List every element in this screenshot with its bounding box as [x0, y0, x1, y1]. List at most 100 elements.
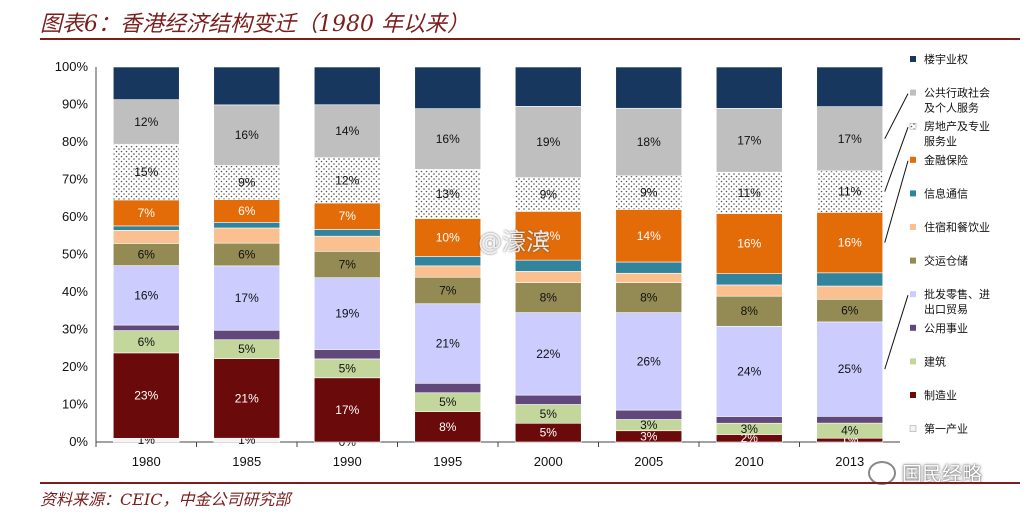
data-label: 8% — [640, 291, 658, 305]
bar-segment — [715, 416, 783, 424]
y-tick-label: 10% — [62, 397, 88, 412]
legend-swatch — [910, 324, 916, 331]
legend-swatch — [910, 156, 916, 163]
bar-segment — [213, 358, 281, 439]
bar-segment — [112, 324, 180, 331]
data-label: 21% — [436, 337, 460, 351]
bar-segment — [414, 303, 482, 384]
data-label: 6% — [138, 335, 156, 349]
bar-segment — [514, 106, 582, 178]
data-label: 9% — [640, 186, 658, 200]
data-label: 3% — [640, 418, 658, 432]
data-label: 16% — [737, 237, 761, 251]
legend-label: 金融保险 — [924, 153, 968, 167]
y-tick-label: 80% — [62, 134, 88, 149]
data-label: 11% — [738, 186, 761, 200]
bar-segment — [514, 211, 582, 261]
bar-segment — [615, 107, 683, 177]
bar-segment — [213, 227, 281, 244]
data-label: 9% — [540, 188, 558, 202]
bar-segment — [213, 104, 281, 166]
legend-swatch — [909, 425, 917, 432]
bar-segment — [715, 273, 783, 286]
source-divider — [40, 482, 1020, 484]
data-label: 19% — [536, 135, 560, 149]
data-label: 10% — [436, 230, 460, 244]
bar-segment — [816, 285, 884, 300]
x-tick-label: 1990 — [333, 454, 362, 469]
legend-label: 住宿和餐饮业 — [924, 220, 990, 234]
bar-segment — [615, 261, 683, 274]
bar-segment — [313, 202, 381, 230]
bar-segment — [816, 272, 884, 287]
legend-connector-line — [884, 295, 909, 370]
bar-segment — [213, 66, 281, 106]
legend-label: 房地产及专业 — [924, 119, 990, 133]
data-label: 21% — [235, 391, 259, 405]
legend-label: 建筑 — [924, 354, 946, 368]
legend-label: 及个人服务 — [924, 102, 979, 115]
data-label: 17% — [335, 403, 359, 417]
data-label: 7% — [339, 209, 357, 223]
data-label: 8% — [540, 291, 558, 305]
data-label: 19% — [335, 307, 359, 321]
bar-segment — [414, 256, 482, 267]
data-label: 17% — [235, 291, 259, 305]
data-label: 9% — [238, 176, 256, 190]
bar-segment — [514, 394, 582, 405]
data-label: 16% — [838, 236, 862, 250]
data-label: 5% — [540, 426, 558, 440]
data-label: 16% — [134, 288, 158, 302]
bar-segment — [514, 177, 582, 212]
data-label: 24% — [737, 364, 761, 378]
data-label: 5% — [439, 395, 457, 409]
data-label: 8% — [741, 304, 759, 318]
bar-segment — [313, 229, 381, 237]
bar-segment — [615, 272, 683, 283]
bar-segment — [414, 265, 482, 278]
y-tick-label: 90% — [62, 97, 88, 112]
data-label: 6% — [238, 248, 256, 262]
bar-segment — [112, 225, 180, 231]
wechat-icon — [868, 460, 896, 485]
legend-connector-line — [884, 127, 909, 192]
data-label: 16% — [235, 128, 259, 142]
data-label: 5% — [339, 361, 357, 375]
data-label: 16% — [436, 132, 460, 146]
data-label: 18% — [637, 135, 661, 149]
data-label: 22% — [536, 347, 560, 361]
data-label: 13% — [536, 229, 560, 243]
bar-segment — [715, 108, 783, 173]
x-tick-label: 2005 — [634, 454, 663, 469]
bar-segment — [414, 66, 482, 109]
legend-swatch — [910, 358, 916, 365]
bar-segment — [414, 218, 482, 257]
bar-segment — [715, 213, 783, 274]
stacked-bar-chart: 0% 10% 20% 30% 40% 50% 60% 70% 80% 90% 100% 1980 198… — [55, 52, 990, 469]
bar-segment — [715, 295, 783, 327]
legend-label: 批发零售、进 — [924, 287, 990, 301]
bar-segment — [514, 259, 582, 272]
legend-label: 交运仓储 — [924, 254, 968, 268]
legend-label: 服务业 — [924, 135, 957, 148]
bar-segment — [213, 265, 281, 331]
bar-segment — [715, 325, 783, 417]
data-label: 7% — [339, 258, 357, 272]
data-label: 5% — [238, 342, 256, 356]
data-label: 5% — [540, 407, 558, 421]
y-tick-label: 20% — [62, 359, 88, 374]
bar-segment — [313, 235, 381, 252]
bar-segment — [816, 416, 884, 424]
legend-swatch — [910, 392, 916, 398]
bar-segment — [414, 382, 482, 394]
bar-segment — [615, 66, 683, 109]
bar-segment — [816, 170, 884, 213]
bar-segment — [715, 171, 783, 214]
legend-label: 信息通信 — [924, 186, 968, 200]
bar-segment — [112, 265, 180, 326]
bar-segment — [816, 66, 884, 107]
data-label: 11% — [838, 185, 861, 199]
legend-swatch — [910, 56, 916, 62]
x-tick-label: 2000 — [534, 454, 563, 469]
data-label: 14% — [335, 124, 359, 138]
